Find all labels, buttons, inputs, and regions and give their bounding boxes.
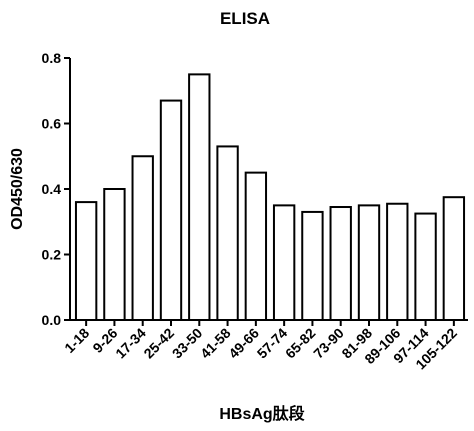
chart-title: ELISA [220,9,270,28]
bar [301,210,324,321]
bar [386,202,409,321]
y-tick-label: 0.4 [42,181,62,197]
bar [357,204,381,321]
x-tick-label: 1-18 [61,325,92,356]
y-tick-label: 0.6 [42,116,62,132]
bar [329,206,352,321]
x-tick-label: 49-66 [225,325,262,362]
bar [414,212,437,321]
bar [244,171,268,321]
x-tick-label: 65-82 [282,325,319,362]
y-axis-label: OD450/630 [9,148,26,230]
x-tick-label: 17-34 [112,325,149,362]
x-tick-label: 57-74 [254,325,291,362]
x-axis-label: HBsAg肽段 [219,404,305,423]
x-tick-label: 73-90 [310,325,347,362]
bar [131,155,154,321]
bar [442,196,466,321]
bar [188,73,211,321]
x-tick-label: 25-42 [140,325,177,362]
bar [74,201,98,322]
y-tick-label: 0.8 [42,50,62,66]
bar [216,145,239,321]
x-tick-label: 41-58 [197,325,234,362]
y-tick-label: 0.0 [42,312,62,328]
bar [159,99,183,321]
y-tick-label: 0.2 [42,247,62,263]
x-tick-label: 33-50 [169,325,206,362]
bar [272,204,296,321]
bar [103,188,126,321]
